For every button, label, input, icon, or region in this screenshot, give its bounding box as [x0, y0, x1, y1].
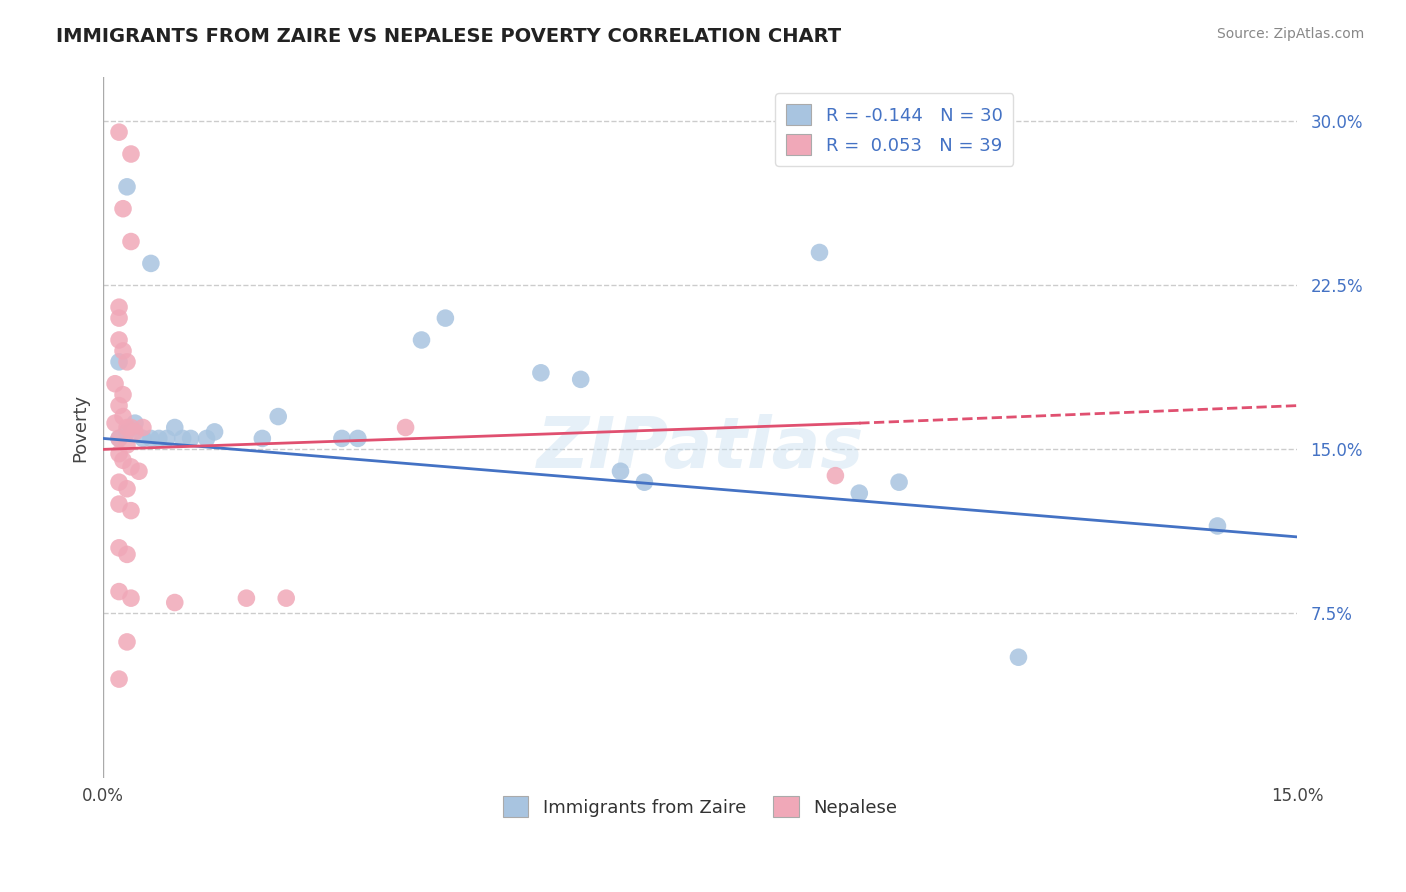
Point — [115, 438, 138, 452]
Point — [530, 366, 553, 380]
Point — [347, 432, 370, 446]
Point — [120, 147, 142, 161]
Point — [115, 179, 138, 194]
Point — [112, 409, 135, 424]
Point — [132, 432, 155, 446]
Point — [115, 635, 138, 649]
Y-axis label: Poverty: Poverty — [72, 393, 89, 461]
Point — [108, 432, 131, 446]
Point — [609, 464, 631, 478]
Point — [180, 432, 202, 446]
Point — [1007, 650, 1029, 665]
Point — [108, 541, 131, 555]
Point — [112, 453, 135, 467]
Point — [120, 591, 142, 606]
Point — [434, 311, 457, 326]
Point — [124, 416, 146, 430]
Point — [120, 235, 142, 249]
Point — [808, 245, 831, 260]
Point — [108, 125, 131, 139]
Point — [112, 202, 135, 216]
Point — [108, 672, 131, 686]
Point — [139, 432, 162, 446]
Point — [633, 475, 655, 490]
Point — [104, 376, 127, 391]
Point — [156, 432, 179, 446]
Point — [195, 432, 218, 446]
Point — [394, 420, 416, 434]
Legend: Immigrants from Zaire, Nepalese: Immigrants from Zaire, Nepalese — [496, 789, 904, 824]
Point — [112, 387, 135, 401]
Point — [115, 548, 138, 562]
Point — [108, 432, 131, 446]
Point — [115, 355, 138, 369]
Point — [163, 595, 186, 609]
Point — [276, 591, 298, 606]
Point — [108, 399, 131, 413]
Point — [112, 343, 135, 358]
Point — [120, 420, 142, 434]
Point — [115, 420, 138, 434]
Point — [163, 420, 186, 434]
Point — [887, 475, 910, 490]
Point — [104, 416, 127, 430]
Point — [132, 420, 155, 434]
Point — [252, 432, 274, 446]
Point — [115, 482, 138, 496]
Point — [120, 459, 142, 474]
Point — [172, 432, 194, 446]
Point — [411, 333, 433, 347]
Point — [235, 591, 257, 606]
Point — [148, 432, 170, 446]
Point — [139, 256, 162, 270]
Point — [108, 355, 131, 369]
Point — [128, 464, 150, 478]
Point — [108, 584, 131, 599]
Point — [824, 468, 846, 483]
Text: IMMIGRANTS FROM ZAIRE VS NEPALESE POVERTY CORRELATION CHART: IMMIGRANTS FROM ZAIRE VS NEPALESE POVERT… — [56, 27, 841, 45]
Point — [108, 300, 131, 314]
Point — [569, 372, 592, 386]
Point — [848, 486, 870, 500]
Point — [204, 425, 226, 439]
Point — [108, 333, 131, 347]
Point — [108, 497, 131, 511]
Point — [1206, 519, 1229, 533]
Text: Source: ZipAtlas.com: Source: ZipAtlas.com — [1216, 27, 1364, 41]
Point — [330, 432, 353, 446]
Point — [108, 475, 131, 490]
Point — [108, 447, 131, 461]
Point — [115, 425, 138, 439]
Point — [120, 503, 142, 517]
Point — [108, 311, 131, 326]
Text: ZIPatlas: ZIPatlas — [537, 414, 863, 483]
Point — [124, 425, 146, 439]
Point — [267, 409, 290, 424]
